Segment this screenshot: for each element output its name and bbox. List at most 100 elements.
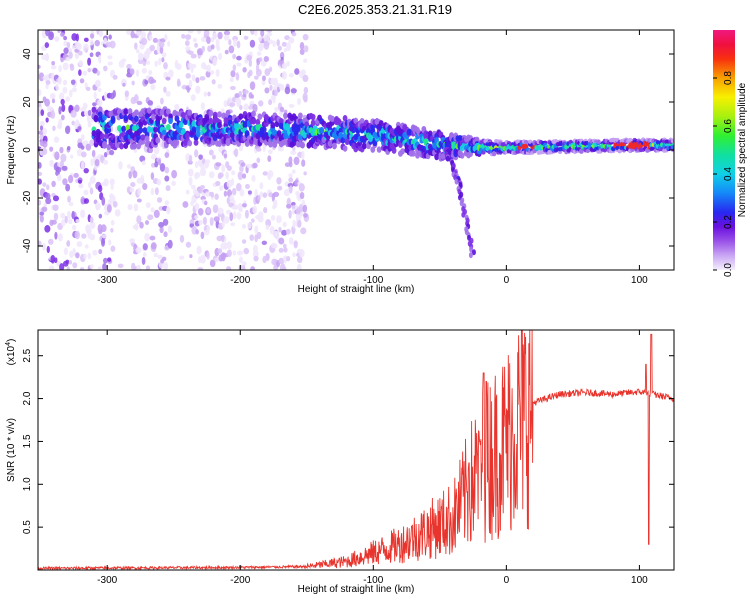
heatmap-cell [398, 141, 403, 148]
heatmap-cell [38, 64, 41, 70]
heatmap-cell [58, 64, 62, 73]
y-tick-label: 2.5 [22, 348, 33, 362]
heatmap-cell [110, 219, 115, 226]
heatmap-cell [229, 102, 236, 107]
heatmap-cell [223, 30, 231, 36]
heatmap-cell [243, 89, 249, 94]
heatmap-cell [49, 159, 54, 167]
heatmap-cell [191, 74, 196, 82]
heatmap-cell [252, 205, 258, 214]
heatmap-cell [288, 173, 293, 178]
heatmap-cell [215, 162, 222, 167]
heatmap-cell [132, 170, 138, 179]
heatmap-cell [97, 111, 103, 118]
heatmap-cell [376, 146, 382, 153]
heatmap-cell [79, 78, 85, 84]
heatmap-cell [80, 196, 86, 205]
heatmap-cell [259, 42, 265, 48]
heatmap-cell [217, 52, 223, 61]
heatmap-cell [110, 227, 114, 233]
heatmap-cell [286, 60, 290, 67]
heatmap-cell [241, 239, 247, 244]
heatmap-cell [253, 255, 259, 262]
heatmap-cell [283, 47, 287, 53]
heatmap-cell [249, 234, 254, 241]
heatmap-cell [163, 261, 169, 270]
heatmap-cell [299, 42, 305, 51]
heatmap-cell [196, 48, 204, 56]
heatmap-cell [126, 164, 132, 169]
heatmap-cell [256, 51, 262, 56]
heatmap-cell [49, 31, 54, 37]
heatmap-cell [97, 184, 103, 193]
heatmap-cell [83, 45, 88, 53]
heatmap-cell [300, 227, 307, 235]
heatmap-cell [152, 37, 158, 43]
heatmap-cell [238, 90, 243, 97]
heatmap-cell [182, 201, 189, 208]
heatmap-cell [208, 171, 215, 179]
heatmap-cell [87, 181, 92, 189]
heatmap-cell [241, 264, 246, 270]
heatmap-cell [368, 135, 374, 142]
heatmap-cell [235, 183, 242, 192]
heatmap-cell [250, 266, 255, 270]
heatmap-cell [83, 189, 89, 196]
heatmap-cell [223, 242, 228, 250]
heatmap-cell [236, 98, 242, 107]
heatmap-cell [491, 151, 497, 157]
heatmap-cell [245, 183, 250, 190]
heatmap-cell [297, 256, 303, 264]
heatmap-cell [237, 203, 243, 212]
heatmap-cell [38, 89, 42, 96]
heatmap-cell [87, 252, 92, 260]
heatmap-cell [266, 32, 273, 37]
x-tick-label: -200 [230, 275, 250, 286]
heatmap-cell [224, 49, 229, 55]
heatmap-cell [45, 117, 49, 123]
heatmap-cell [217, 121, 222, 129]
heatmap-cell [69, 89, 73, 98]
colorbar-tick-label: 0.2 [723, 215, 734, 229]
heatmap-cell [184, 40, 190, 47]
heatmap-cell [199, 76, 206, 81]
heatmap-cell [261, 126, 267, 133]
heatmap-cell [136, 100, 143, 106]
heatmap-cell [258, 57, 263, 62]
heatmap-cell [144, 79, 149, 85]
heatmap-cell [140, 31, 147, 39]
heatmap-cell [59, 92, 65, 101]
heatmap-cell [236, 40, 241, 49]
heatmap-cell [54, 231, 58, 240]
heatmap-cell [242, 67, 247, 73]
heatmap-cell [135, 48, 140, 54]
heatmap-cell [253, 75, 259, 80]
heatmap-cell [102, 140, 107, 148]
heatmap-cell [131, 80, 135, 86]
heatmap-cell [112, 74, 118, 80]
heatmap-cell [80, 209, 86, 219]
heatmap-cell [89, 139, 94, 147]
heatmap-cell [232, 210, 237, 220]
heatmap-cell [299, 212, 304, 217]
heatmap-cell [282, 243, 287, 249]
heatmap-cell [241, 203, 247, 208]
heatmap-cell [596, 139, 601, 145]
heatmap-cell [149, 44, 156, 52]
heatmap-cell [205, 70, 211, 78]
heatmap-cell [71, 224, 77, 231]
heatmap-cell [133, 203, 139, 212]
heatmap-cell [185, 72, 191, 79]
heatmap-cell [217, 248, 223, 254]
heatmap-cell [160, 97, 164, 105]
heatmap-cell [157, 254, 163, 259]
heatmap-cell [260, 60, 267, 67]
heatmap-cell [38, 206, 41, 213]
heatmap-cell [329, 115, 335, 123]
heatmap-cell [216, 46, 221, 52]
heatmap-cell [70, 79, 76, 85]
heatmap-cell [301, 159, 306, 167]
heatmap-cell [164, 33, 168, 41]
heatmap-cell [71, 210, 75, 220]
heatmap-cell [136, 198, 142, 203]
